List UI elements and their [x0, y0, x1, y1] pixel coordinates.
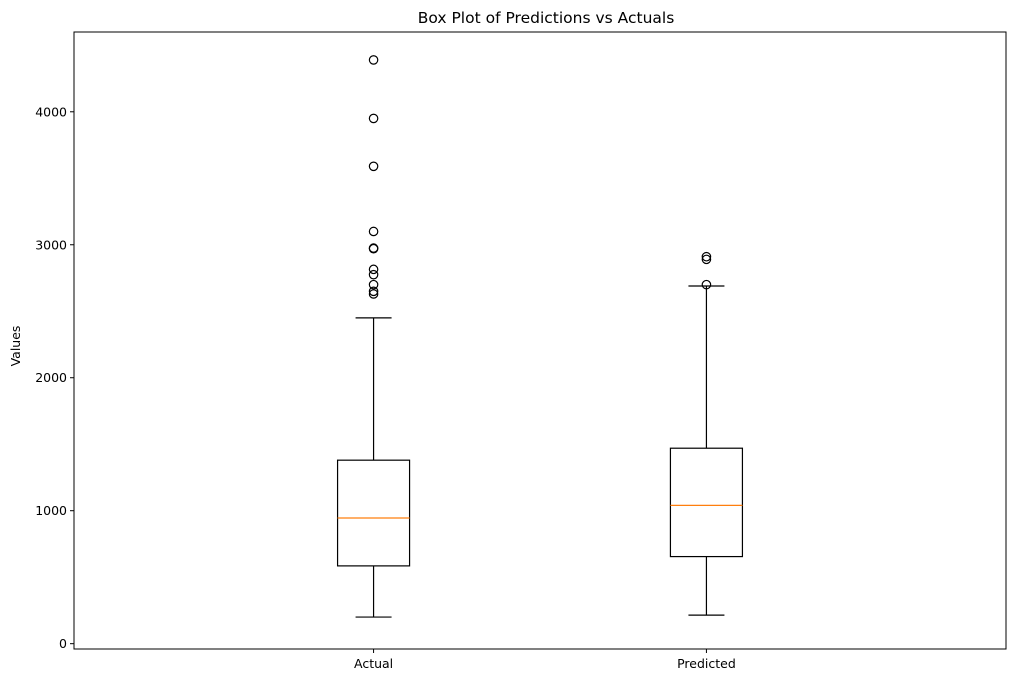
y-tick-label: 2000: [35, 370, 67, 385]
outlier-point: [368, 286, 379, 297]
box-group-predicted: [669, 251, 744, 616]
x-tick-label: Actual: [354, 656, 393, 671]
outlier-point: [368, 289, 379, 299]
x-axis: Actual Predicted: [354, 649, 736, 671]
outlier-point: [368, 113, 379, 124]
outlier-point: [701, 279, 712, 290]
y-tick-label: 3000: [35, 237, 67, 252]
outlier-point: [701, 251, 712, 262]
outlier-point: [701, 254, 712, 265]
y-axis-label: Values: [8, 326, 23, 367]
outlier-point: [368, 226, 379, 237]
y-tick-label: 1000: [35, 503, 67, 518]
boxes-layer: [336, 55, 744, 618]
outlier-point: [368, 55, 379, 65]
outlier-point: [368, 269, 379, 280]
iqr-box: [669, 447, 744, 558]
outlier-point: [368, 279, 379, 290]
plot-area-frame: [73, 31, 1007, 650]
outlier-point: [368, 243, 379, 253]
x-tick-label: Predicted: [677, 656, 736, 671]
box-group-actual: [336, 55, 411, 618]
outlier-point: [368, 161, 379, 172]
iqr-box: [336, 459, 411, 567]
outlier-point: [368, 264, 379, 275]
y-tick-label: 4000: [35, 104, 67, 119]
y-tick-label: 0: [59, 636, 67, 651]
chart-title: Box Plot of Predictions vs Actuals: [418, 9, 675, 27]
y-axis: 0 1000 2000 3000 4000: [35, 104, 74, 651]
